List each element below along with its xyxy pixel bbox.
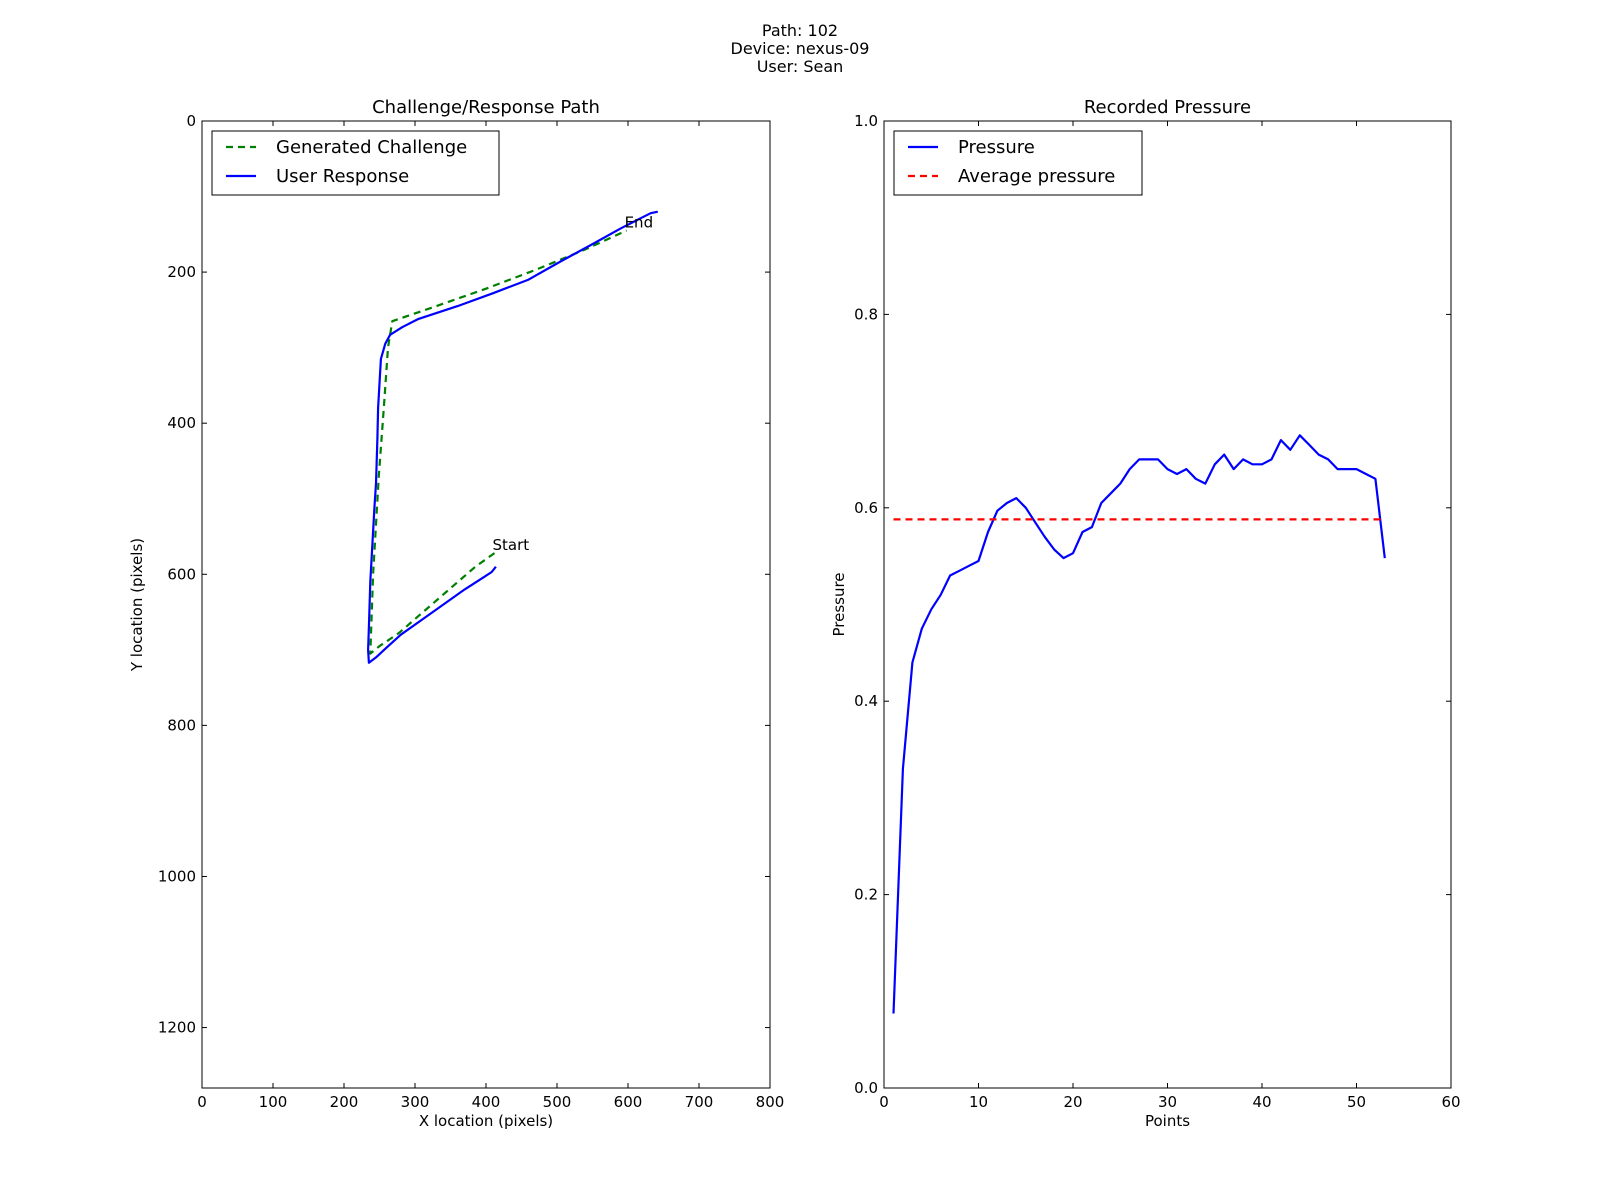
path-series-generated-challenge xyxy=(369,229,628,655)
figure-suptitle-line-2: Device: nexus-09 xyxy=(730,39,870,58)
pressure-ytick-label: 0.8 xyxy=(854,305,878,323)
pressure-ytick-label: 0.2 xyxy=(854,886,878,904)
pressure-x-axis-label: Points xyxy=(1145,1112,1190,1130)
pressure-axes-frame xyxy=(883,120,1452,1089)
path-ytick-label: 800 xyxy=(167,716,196,734)
path-xtick-label: 300 xyxy=(401,1093,430,1111)
pressure-xtick-label: 20 xyxy=(1063,1093,1082,1111)
path-ytick-label: 400 xyxy=(167,414,196,432)
path-ytick-label: 600 xyxy=(167,565,196,583)
path-annotation-start: Start xyxy=(493,536,530,554)
pressure-xtick-label: 60 xyxy=(1441,1093,1460,1111)
pressure-ytick-label: 0.4 xyxy=(854,692,878,710)
path-legend-label-generated-challenge: Generated Challenge xyxy=(276,137,467,158)
pressure-xtick-label: 30 xyxy=(1158,1093,1177,1111)
path-ytick-label: 0 xyxy=(186,112,196,130)
path-ytick-label: 1000 xyxy=(158,867,196,885)
figure-suptitle-line-1: Path: 102 xyxy=(761,21,839,40)
pressure-chart-title: Recorded Pressure xyxy=(1084,97,1251,118)
path-series-user-response xyxy=(367,210,659,664)
pressure-ytick-label: 0.0 xyxy=(854,1079,878,1097)
path-legend-box xyxy=(211,130,500,196)
path-xtick-label: 400 xyxy=(472,1093,501,1111)
pressure-legend-box xyxy=(893,130,1143,196)
path-xtick-label: 0 xyxy=(197,1093,207,1111)
path-legend-label-user-response: User Response xyxy=(276,166,409,187)
path-xtick-label: 600 xyxy=(614,1093,643,1111)
path-ytick-label: 1200 xyxy=(158,1019,196,1037)
pressure-xtick-label: 10 xyxy=(969,1093,988,1111)
pressure-legend-label-pressure: Pressure xyxy=(958,137,1035,158)
pressure-y-axis-label: Pressure xyxy=(830,572,848,636)
pressure-ytick-label: 1.0 xyxy=(854,112,878,130)
path-axes-frame xyxy=(201,120,771,1089)
path-xtick-label: 800 xyxy=(756,1093,785,1111)
pressure-xtick-label: 50 xyxy=(1347,1093,1366,1111)
path-xtick-label: 500 xyxy=(543,1093,572,1111)
path-y-axis-label: Y location (pixels) xyxy=(128,538,146,672)
path-xtick-label: 200 xyxy=(330,1093,359,1111)
path-ytick-label: 200 xyxy=(167,263,196,281)
path-xtick-label: 100 xyxy=(259,1093,288,1111)
pressure-legend-label-average-pressure: Average pressure xyxy=(958,166,1115,187)
pressure-ytick-label: 0.6 xyxy=(854,499,878,517)
path-x-axis-label: X location (pixels) xyxy=(419,1112,553,1130)
pressure-xtick-label: 40 xyxy=(1252,1093,1271,1111)
pressure-xtick-label: 0 xyxy=(879,1093,889,1111)
figure-suptitle-line-3: User: Sean xyxy=(756,57,844,76)
path-xtick-label: 700 xyxy=(685,1093,714,1111)
path-chart-title: Challenge/Response Path xyxy=(372,97,600,118)
pressure-series-pressure xyxy=(892,434,1386,1014)
path-annotation-end: End xyxy=(625,214,654,232)
